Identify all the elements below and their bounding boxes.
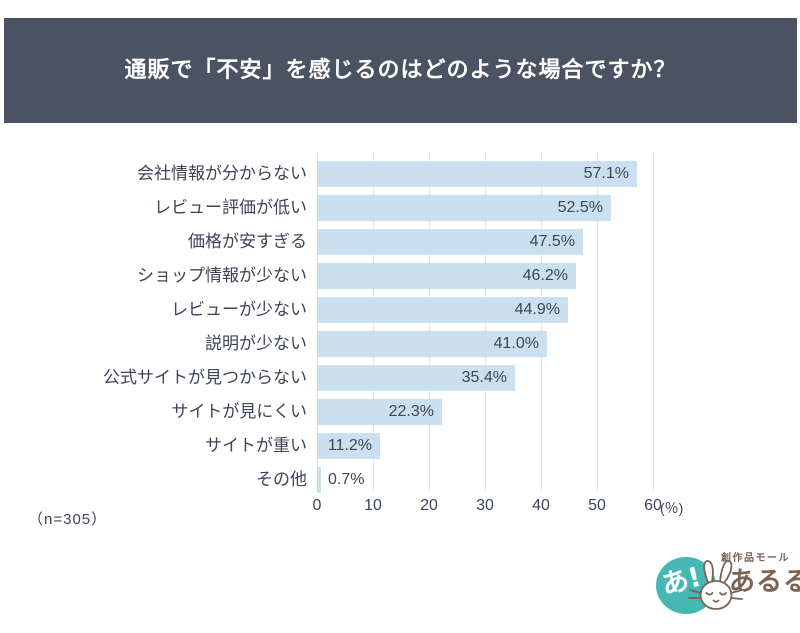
chart-row: 価格が安すぎる 47.5% <box>0 229 800 255</box>
bar <box>317 195 611 221</box>
x-tick-label: 30 <box>476 497 494 514</box>
x-tick-label: 10 <box>364 497 382 514</box>
aruru-logo: あ! 創作品モール あるる <box>650 545 800 625</box>
chart-row: サイトが見にくい 22.3% <box>0 399 800 425</box>
value-label: 44.9% <box>514 301 560 318</box>
chart-row: 公式サイトが見つからない 35.4% <box>0 365 800 391</box>
chart-row: ショップ情報が少ない 46.2% <box>0 263 800 289</box>
x-tick-label: 40 <box>532 497 550 514</box>
bar <box>317 297 568 323</box>
category-label: 公式サイトが見つからない <box>103 368 307 387</box>
value-label: 35.4% <box>461 369 507 386</box>
chart-row: その他 0.7% <box>0 467 800 493</box>
bar <box>317 331 547 357</box>
gridline <box>653 153 654 491</box>
category-label: 会社情報が分からない <box>137 164 307 183</box>
value-label: 47.5% <box>529 233 575 250</box>
value-label: 46.2% <box>522 267 568 284</box>
bar <box>317 263 576 289</box>
chart-row: サイトが重い 11.2% <box>0 433 800 459</box>
x-axis-unit: (％) <box>660 500 684 516</box>
category-label: サイトが重い <box>205 436 307 455</box>
bar <box>317 161 637 187</box>
x-tick-label: 20 <box>420 497 438 514</box>
value-label: 41.0% <box>493 335 539 352</box>
bar <box>317 467 321 493</box>
title-banner: 通販で「不安」を感じるのはどのような場合ですか？ <box>4 18 797 123</box>
chart-row: 説明が少ない 41.0% <box>0 331 800 357</box>
chart-row: レビューが少ない 44.9% <box>0 297 800 323</box>
page-title: 通販で「不安」を感じるのはどのような場合ですか？ <box>124 57 677 83</box>
category-label: 説明が少ない <box>205 334 307 353</box>
gridline <box>597 153 598 491</box>
x-tick-label: 50 <box>588 497 606 514</box>
x-tick-label: 0 <box>312 497 322 514</box>
value-label: 57.1% <box>583 165 629 182</box>
bar-chart: 会社情報が分からない 57.1% レビュー評価が低い 52.5% 価格が安すぎる 47.5… <box>0 153 800 528</box>
value-label: 52.5% <box>557 199 603 216</box>
x-tick-label: 60 <box>644 497 662 514</box>
category-label: その他 <box>256 470 307 489</box>
category-label: サイトが見にくい <box>171 402 307 421</box>
bar <box>317 399 442 425</box>
rabbit-icon <box>688 559 743 610</box>
chart-row: レビュー評価が低い 52.5% <box>0 195 800 221</box>
logo-brand: あるる <box>729 566 800 596</box>
logo-tagline: 創作品モール <box>721 553 790 564</box>
chart-row: 会社情報が分からない 57.1% <box>0 161 800 187</box>
bar <box>317 365 515 391</box>
bar <box>317 433 380 459</box>
value-label: 0.7% <box>328 471 365 488</box>
category-label: 価格が安すぎる <box>188 232 307 251</box>
value-label: 11.2% <box>327 437 372 454</box>
bar <box>317 229 583 255</box>
sample-size-note: （n=305） <box>28 511 108 528</box>
value-label: 22.3% <box>388 403 434 420</box>
category-label: レビューが少ない <box>171 300 307 319</box>
category-label: レビュー評価が低い <box>154 198 307 217</box>
category-label: ショップ情報が少ない <box>137 266 307 285</box>
